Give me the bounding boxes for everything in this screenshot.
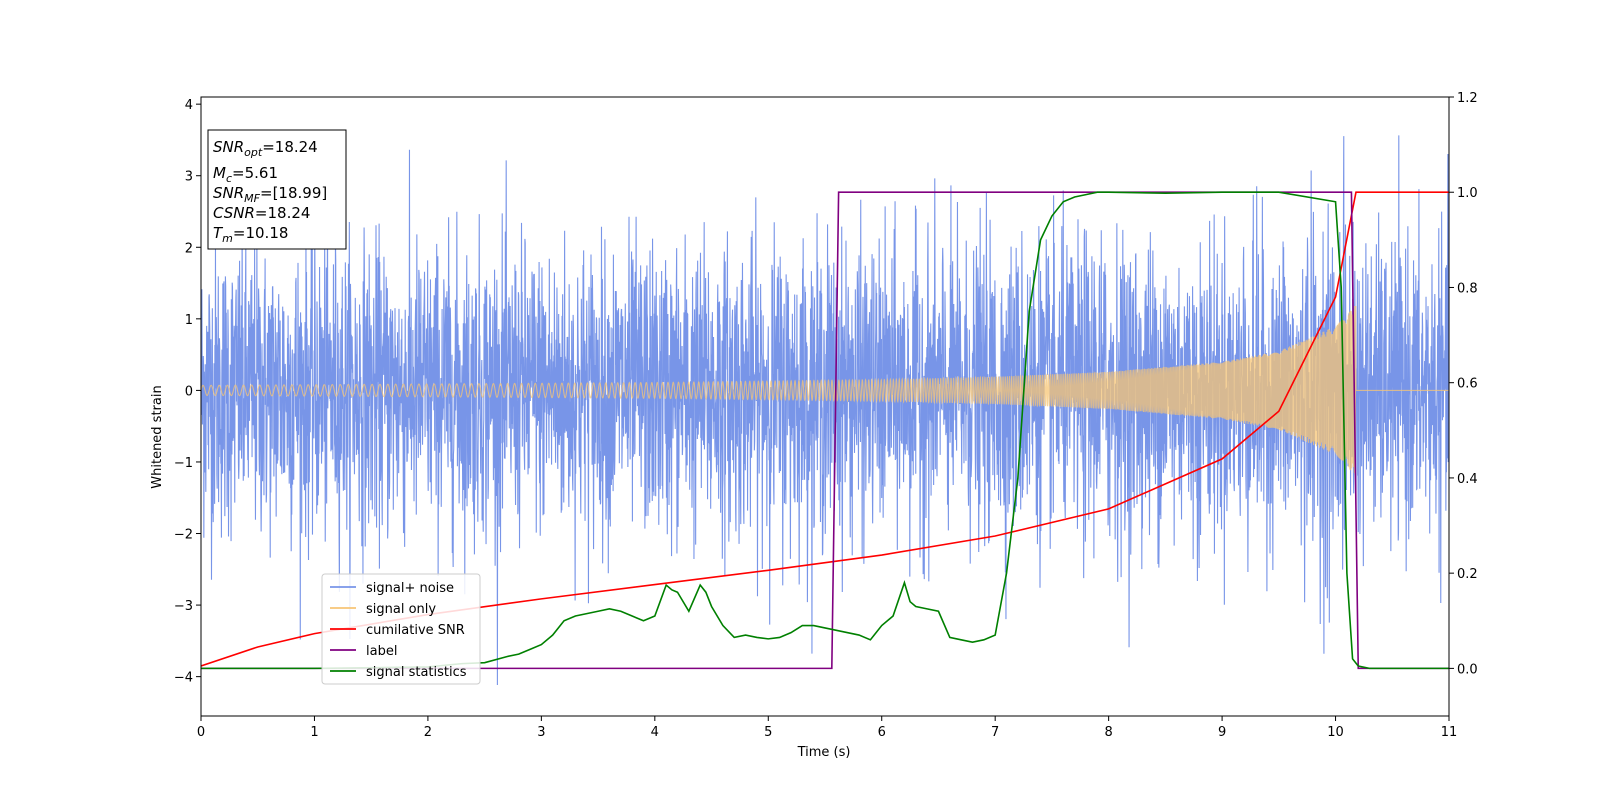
y-tick-label: 3 (185, 170, 193, 185)
legend: signal+ noise signal only cumilative SNR la… (321, 573, 481, 685)
x-tick-label: 10 (1327, 725, 1344, 740)
y-right-tick-label: 0.4 (1457, 472, 1478, 487)
x-tick-label: 3 (537, 725, 545, 740)
legend-label: cumilative SNR (366, 623, 465, 638)
legend-box (321, 573, 481, 685)
y-tick-label: −3 (174, 599, 193, 614)
x-tick-label: 5 (764, 725, 772, 740)
y-right-tick-label: 0.0 (1457, 662, 1478, 677)
x-tick-label: 6 (878, 725, 886, 740)
annotation-snr-mf: SNRMF=[18.99] (213, 184, 327, 205)
y-right-tick-label: 0.8 (1457, 281, 1478, 296)
x-tick-label: 9 (1218, 725, 1226, 740)
series-signal-only (201, 305, 1449, 476)
data-layer (201, 135, 1449, 686)
annotation-tm: Tm=10.18 (213, 224, 288, 245)
plot-frame (200, 96, 1450, 717)
y-right-tick-label: 1.0 (1457, 186, 1478, 201)
y-axis-label: Whitened strain (150, 385, 165, 488)
annotation-box: SNRopt=18.24 Mc=5.61 SNRMF=[18.99] CSNR=… (207, 129, 347, 250)
legend-label: signal statistics (366, 665, 467, 680)
annotation-mc: Mc=5.61 (213, 164, 278, 185)
x-tick-label: 0 (197, 725, 205, 740)
annotation-snr-opt: SNRopt=18.24 (213, 138, 318, 159)
x-tick-label: 1 (310, 725, 318, 740)
annotation-csnr: CSNR=18.24 (213, 204, 310, 222)
y-tick-label: 2 (185, 241, 193, 256)
y-axis-right: 0.0 0.2 0.4 0.6 0.8 1.0 1.2 (1449, 91, 1478, 677)
y-tick-label: −2 (174, 528, 193, 543)
y-right-tick-label: 1.2 (1457, 91, 1478, 106)
legend-label: signal only (366, 602, 436, 617)
x-tick-label: 7 (991, 725, 999, 740)
y-tick-label: −1 (174, 456, 193, 471)
y-tick-label: 0 (185, 384, 193, 399)
x-tick-label: 11 (1441, 725, 1458, 740)
y-tick-label: 4 (185, 98, 193, 113)
x-tick-label: 2 (424, 725, 432, 740)
x-axis-label: Time (s) (797, 745, 851, 760)
y-right-tick-label: 0.6 (1457, 377, 1478, 392)
y-tick-label: 1 (185, 313, 193, 328)
legend-label: label (366, 644, 397, 659)
x-axis: 0 1 2 3 4 5 6 7 8 9 10 11 (197, 716, 1457, 740)
y-tick-label: −4 (174, 671, 193, 686)
x-tick-label: 4 (651, 725, 659, 740)
series-signal-statistics (201, 191, 1449, 670)
y-right-tick-label: 0.2 (1457, 567, 1478, 582)
y-axis-left: −4 −3 −2 −1 0 1 2 3 4 (174, 98, 201, 686)
x-tick-label: 8 (1104, 725, 1112, 740)
legend-label: signal+ noise (366, 581, 454, 596)
